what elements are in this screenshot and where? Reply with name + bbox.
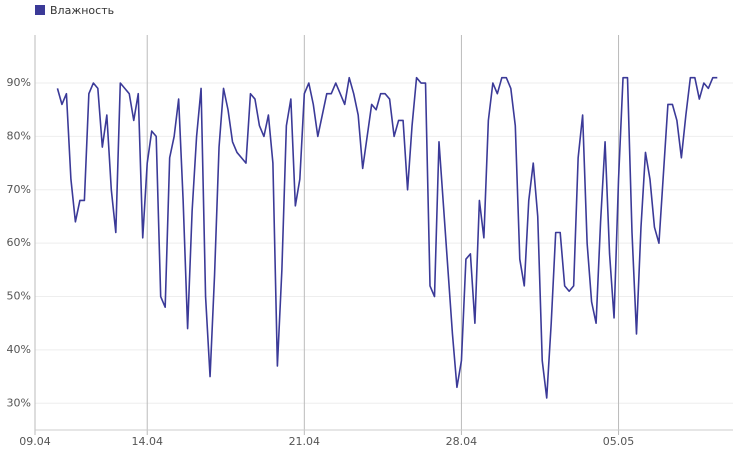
y-tick-label: 80% bbox=[7, 129, 31, 142]
y-tick-label: 90% bbox=[7, 76, 31, 89]
x-tick-label: 21.04 bbox=[289, 435, 321, 448]
x-tick-label: 14.04 bbox=[131, 435, 163, 448]
data-line bbox=[56, 76, 718, 399]
y-tick-label: 60% bbox=[7, 236, 31, 249]
legend-label[interactable]: Влажность bbox=[50, 4, 114, 17]
x-tick-label: 09.04 bbox=[19, 435, 51, 448]
y-tick-label: 50% bbox=[7, 290, 31, 303]
legend-swatch[interactable] bbox=[35, 5, 45, 15]
y-tick-label: 70% bbox=[7, 183, 31, 196]
x-tick-label: 05.05 bbox=[603, 435, 635, 448]
y-tick-label: 40% bbox=[7, 343, 31, 356]
y-tick-label: 30% bbox=[7, 396, 31, 409]
x-tick-label: 28.04 bbox=[446, 435, 478, 448]
